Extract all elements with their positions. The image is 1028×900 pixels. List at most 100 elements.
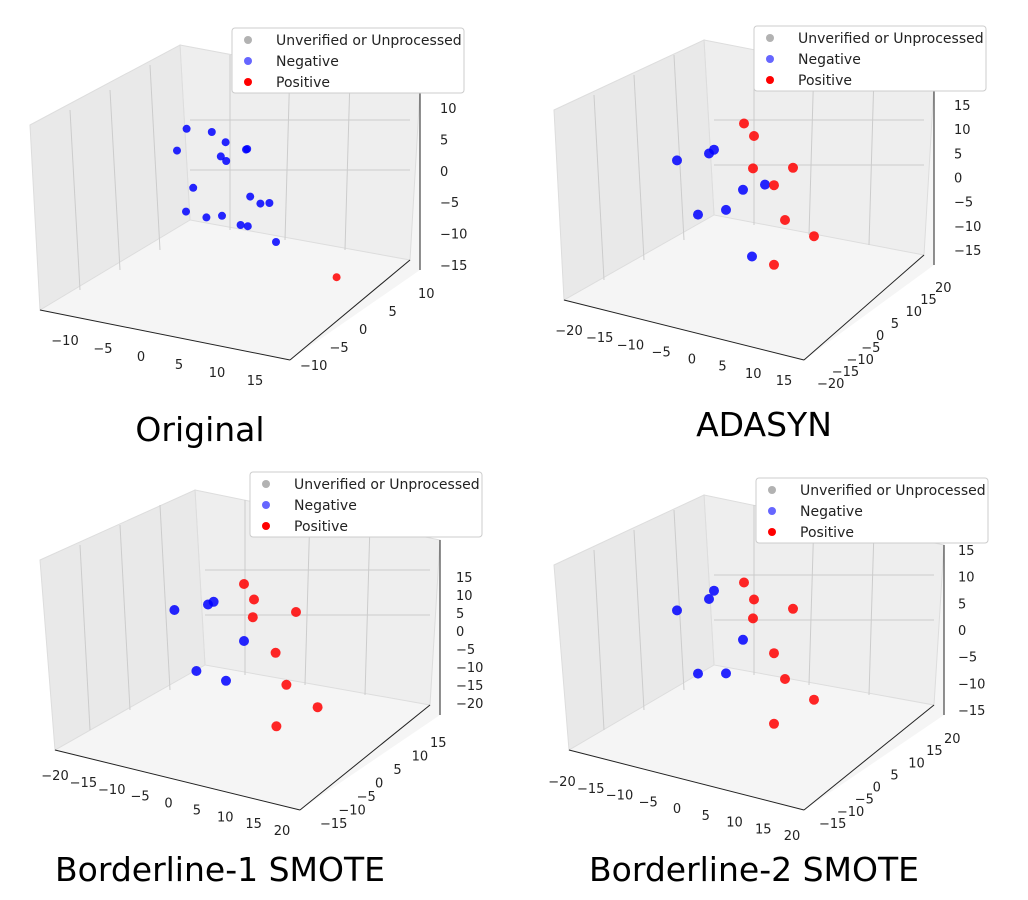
chart-panel-borderline1: −20 −15 −10 −5 0 5 10 15 20 15 10 5 0 −5 −10 −15 15 10 5… xyxy=(0,450,514,900)
x-tick-label: 10 xyxy=(726,816,743,831)
negative-point xyxy=(216,152,225,161)
negative-point xyxy=(747,251,757,262)
negative-point xyxy=(182,124,191,133)
positive-point xyxy=(769,718,779,729)
x-tick-label: 0 xyxy=(673,802,681,817)
legend-label: Unverified or Unprocessed xyxy=(294,477,480,493)
positive-point xyxy=(281,679,292,690)
negative-point xyxy=(760,179,770,190)
negative-point xyxy=(221,675,231,686)
positive-point xyxy=(249,594,259,605)
chart-panel-original: −10 −5 0 5 10 15 10 5 0 −5 −10 10 5 0 −5 −10 −15 Unver… xyxy=(0,0,514,450)
positive-point xyxy=(809,694,819,705)
negative-point xyxy=(243,145,252,153)
x-tick-label: −20 xyxy=(548,775,575,790)
chart-title-original: Original xyxy=(135,410,265,449)
z-tick-label: −5 xyxy=(958,651,977,666)
z-tick-label: −15 xyxy=(456,679,483,694)
positive-point xyxy=(739,577,749,588)
chart-panel-borderline2: −20 −15 −10 −5 0 5 10 15 20 20 15 10 5 0 −5 −10 −15 15 1… xyxy=(514,450,1028,900)
chart-legend: Unverified or Unprocessed Negative Positiv… xyxy=(755,477,989,544)
negative-point xyxy=(672,605,682,616)
x-tick-label: −10 xyxy=(617,338,644,353)
y-tick-label: 10 xyxy=(908,756,925,771)
legend-label: Unverified or Unprocessed xyxy=(276,33,462,49)
z-tick-label: −5 xyxy=(440,196,459,211)
z-tick-label: 10 xyxy=(440,102,457,117)
negative-point xyxy=(721,668,731,679)
legend-marker xyxy=(768,486,776,494)
y-tick-label: 15 xyxy=(926,744,943,759)
x-tick-label: 20 xyxy=(274,824,291,839)
negative-point xyxy=(202,213,211,222)
x-tick-label: 10 xyxy=(209,366,226,381)
z-tick-label: 15 xyxy=(456,571,473,586)
positive-point xyxy=(788,603,798,614)
x-tick-label: −5 xyxy=(652,345,671,360)
negative-point xyxy=(272,238,280,246)
x-tick-label: −10 xyxy=(606,789,633,804)
negative-point xyxy=(191,666,202,676)
z-tick-label: −10 xyxy=(456,661,483,676)
z-tick-label: −15 xyxy=(954,244,981,259)
z-tick-labels: 15 10 5 0 −5 −10 −15 −20 xyxy=(456,571,483,712)
legend-label: Negative xyxy=(276,54,339,70)
z-tick-label: 5 xyxy=(440,133,448,148)
negative-point xyxy=(704,148,714,159)
positive-point xyxy=(312,702,323,713)
y-tick-label: 20 xyxy=(944,732,961,747)
x-tick-label: 0 xyxy=(164,797,172,812)
z-tick-label: −5 xyxy=(954,196,973,211)
z-tick-label: 10 xyxy=(456,589,473,604)
z-tick-label: 0 xyxy=(954,172,962,187)
x-tick-label: 10 xyxy=(217,810,234,825)
negative-point xyxy=(738,184,748,195)
negative-point xyxy=(704,594,714,604)
z-tick-label: −10 xyxy=(440,228,467,243)
negative-point xyxy=(236,221,245,229)
y-tick-label: −10 xyxy=(300,359,327,374)
positive-point xyxy=(239,579,249,589)
positive-point xyxy=(247,612,258,623)
x-tick-label: −15 xyxy=(577,782,604,797)
legend-label: Positive xyxy=(800,525,854,541)
y-tick-label: 10 xyxy=(418,287,435,302)
legend-marker xyxy=(766,76,774,84)
y-tick-label: 15 xyxy=(430,736,447,751)
y-tick-label: −5 xyxy=(357,790,376,805)
legend-marker xyxy=(244,78,252,86)
legend-label: Positive xyxy=(798,73,852,89)
z-tick-label: 10 xyxy=(958,571,975,586)
z-tick-labels: 15 10 5 0 −5 −10 −15 xyxy=(958,544,985,719)
y-tick-label: −15 xyxy=(832,365,859,380)
z-tick-label: 15 xyxy=(958,544,975,559)
z-tick-label: 5 xyxy=(954,147,962,162)
y-tick-label: 5 xyxy=(890,768,898,783)
negative-point xyxy=(246,192,255,201)
y-tick-label: −5 xyxy=(855,793,874,808)
chart-title-adasyn: ADASYN xyxy=(696,405,832,444)
y-tick-label: 20 xyxy=(935,281,952,296)
y-tick-label: −10 xyxy=(847,353,874,368)
positive-point xyxy=(780,215,790,225)
negative-point xyxy=(265,199,274,207)
z-tick-labels: 15 10 5 0 −5 −10 −15 xyxy=(954,99,981,259)
legend-label: Negative xyxy=(798,52,861,68)
y-tick-label: −10 xyxy=(837,805,864,820)
negative-point xyxy=(189,183,198,192)
negative-point xyxy=(721,204,731,215)
chart-title-borderline2: Borderline-2 SMOTE xyxy=(589,850,919,889)
x-tick-label: 5 xyxy=(702,809,710,824)
y-tick-labels: 10 5 0 −5−10 xyxy=(300,287,435,374)
y-tick-label: 10 xyxy=(906,305,923,320)
positive-point xyxy=(788,162,798,173)
negative-point xyxy=(709,585,719,596)
y-tick-label: 5 xyxy=(389,305,397,320)
positive-point xyxy=(769,180,779,191)
negative-point xyxy=(173,146,181,155)
chart-legend: Unverified or Unprocessed Negative Positiv… xyxy=(231,27,465,94)
